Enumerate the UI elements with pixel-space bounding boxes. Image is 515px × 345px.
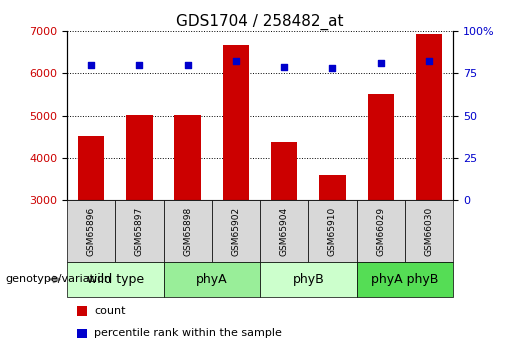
Bar: [222, 45, 249, 200]
Point: [135, 62, 144, 68]
Bar: [271, 142, 298, 200]
Point: [87, 62, 95, 68]
Text: GSM65910: GSM65910: [328, 207, 337, 256]
Point: [183, 62, 192, 68]
Bar: [175, 115, 201, 200]
Text: percentile rank within the sample: percentile rank within the sample: [94, 328, 282, 338]
Text: count: count: [94, 306, 126, 316]
Text: genotype/variation: genotype/variation: [5, 275, 111, 284]
Point: [329, 66, 337, 71]
Text: GSM66029: GSM66029: [376, 207, 385, 256]
Bar: [368, 95, 394, 200]
Text: GSM65904: GSM65904: [280, 207, 289, 256]
Point: [232, 59, 240, 64]
Text: GSM66030: GSM66030: [424, 207, 434, 256]
Bar: [416, 34, 442, 200]
Text: GSM65897: GSM65897: [135, 207, 144, 256]
Point: [280, 64, 288, 69]
Point: [425, 59, 433, 64]
Text: phyA: phyA: [196, 273, 228, 286]
Text: GSM65896: GSM65896: [87, 207, 96, 256]
Title: GDS1704 / 258482_at: GDS1704 / 258482_at: [176, 13, 344, 30]
Text: phyA phyB: phyA phyB: [371, 273, 439, 286]
Text: GSM65898: GSM65898: [183, 207, 192, 256]
Text: GSM65902: GSM65902: [231, 207, 241, 256]
Bar: [126, 115, 152, 200]
Point: [376, 60, 385, 66]
Bar: [78, 136, 105, 200]
Text: wild type: wild type: [87, 273, 144, 286]
Bar: [319, 175, 346, 200]
Text: phyB: phyB: [293, 273, 324, 286]
